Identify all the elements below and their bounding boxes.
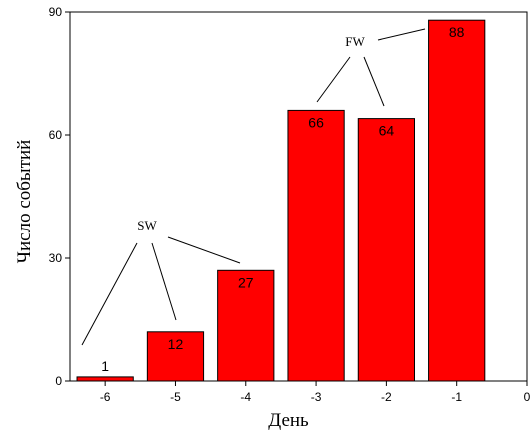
x-tick-label: -1 xyxy=(451,390,462,404)
data-label--3: 66 xyxy=(308,114,324,130)
annotation-leader-line xyxy=(167,236,241,264)
bar--2 xyxy=(357,118,416,382)
plot-frame xyxy=(69,11,528,382)
data-label--1: 88 xyxy=(449,24,465,40)
bar--1 xyxy=(428,19,486,382)
annotation-fw: FW xyxy=(345,34,365,49)
x-axis-title: День xyxy=(268,410,309,431)
y-tick-label: 0 xyxy=(55,374,62,388)
y-tick-label: 90 xyxy=(49,5,63,19)
y-tick-label: 60 xyxy=(49,128,63,142)
annotations-group: SW FW xyxy=(81,28,426,346)
annotation-leader-line xyxy=(377,28,426,41)
data-label--5: 12 xyxy=(168,336,184,352)
x-tick-label: -3 xyxy=(311,390,322,404)
y-tick-label: 30 xyxy=(49,251,63,265)
annotation-leader-line xyxy=(151,242,177,321)
bars-group: 1 12 27 66 64 88 xyxy=(76,19,486,382)
annotation-sw: SW xyxy=(137,218,157,233)
y-axis-title: Число событий xyxy=(14,140,35,264)
bar--3 xyxy=(287,109,345,382)
data-label--2: 64 xyxy=(379,123,395,139)
annotation-leader-line xyxy=(316,56,351,103)
data-label--6: 1 xyxy=(101,358,109,374)
bar--4 xyxy=(217,269,275,382)
ticks-group: -6 -5 -4 -3 -2 -1 0 0 30 60 90 xyxy=(49,5,530,404)
x-tick-label: -5 xyxy=(170,390,181,404)
annotation-leader-line xyxy=(81,242,138,346)
x-tick-label: -6 xyxy=(100,390,111,404)
x-tick-label: -2 xyxy=(381,390,392,404)
bar--6 xyxy=(76,376,134,382)
bar--5 xyxy=(146,331,205,382)
x-tick-label: 0 xyxy=(524,390,530,404)
data-label--4: 27 xyxy=(238,274,254,290)
annotation-leader-line xyxy=(363,56,385,107)
x-tick-label: -4 xyxy=(240,390,251,404)
